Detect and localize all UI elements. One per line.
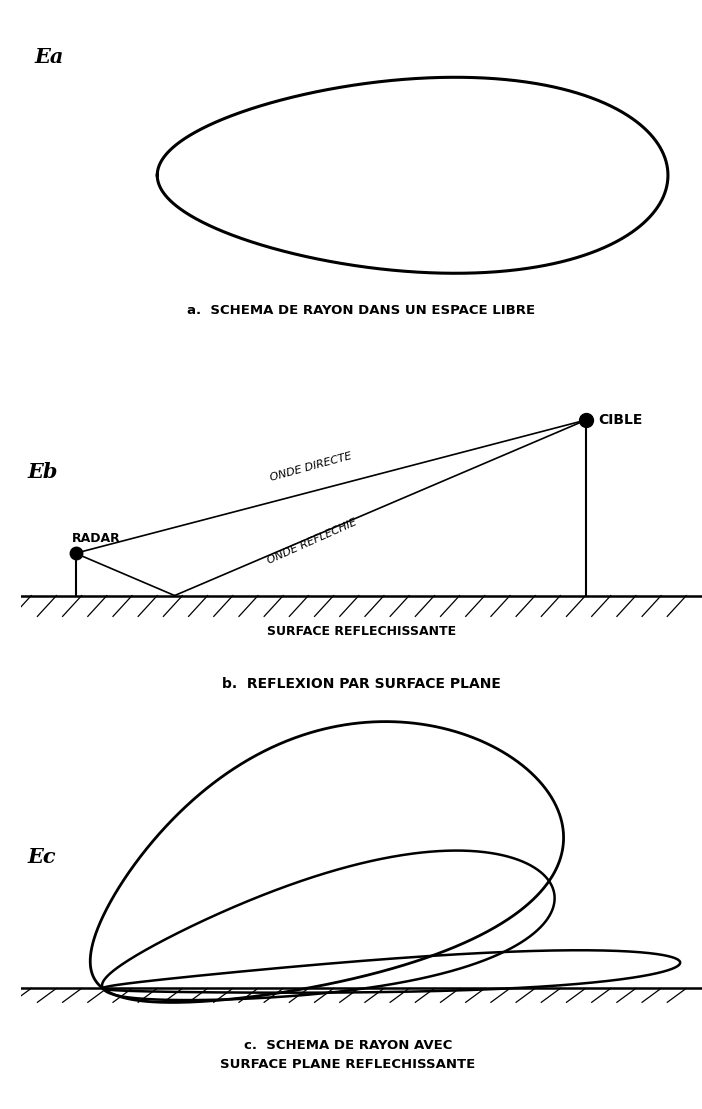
Text: RADAR: RADAR <box>72 532 121 546</box>
Text: Ea: Ea <box>34 47 64 67</box>
Text: a.  SCHEMA DE RAYON DANS UN ESPACE LIBRE: a. SCHEMA DE RAYON DANS UN ESPACE LIBRE <box>187 304 536 317</box>
Text: c.  SCHEMA DE RAYON AVEC: c. SCHEMA DE RAYON AVEC <box>244 1038 452 1051</box>
Text: b.  REFLEXION PAR SURFACE PLANE: b. REFLEXION PAR SURFACE PLANE <box>222 676 501 691</box>
Text: CIBLE: CIBLE <box>599 413 643 427</box>
Text: Ec: Ec <box>28 847 56 867</box>
Text: ONDE DIRECTE: ONDE DIRECTE <box>268 451 352 484</box>
Text: SURFACE REFLECHISSANTE: SURFACE REFLECHISSANTE <box>267 624 456 638</box>
Text: ONDE REFLECHIE: ONDE REFLECHIE <box>266 518 359 567</box>
Text: SURFACE PLANE REFLECHISSANTE: SURFACE PLANE REFLECHISSANTE <box>220 1058 475 1071</box>
Text: Eb: Eb <box>28 462 58 482</box>
